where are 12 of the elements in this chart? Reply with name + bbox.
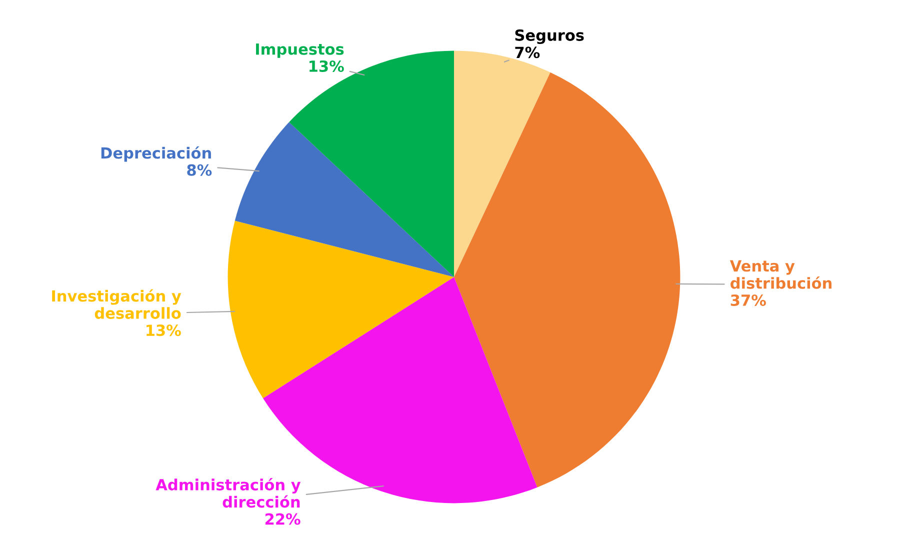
data-label: 13% — [146, 324, 181, 336]
slice-label: Administración y dirección — [156, 478, 301, 508]
slice-label: Venta y distribución — [730, 260, 832, 289]
data-label: 8% — [187, 164, 212, 176]
data-label: 22% — [265, 513, 300, 525]
slice-label: Depreciación — [101, 146, 211, 162]
slice-label: Investigación y desarrollo — [52, 289, 182, 319]
data-label: 7% — [515, 46, 540, 58]
slice-label: Seguros — [515, 29, 584, 44]
data-label: 13% — [310, 60, 344, 72]
data-label: 37% — [730, 294, 766, 306]
slice-label: Impuestos — [256, 44, 344, 58]
